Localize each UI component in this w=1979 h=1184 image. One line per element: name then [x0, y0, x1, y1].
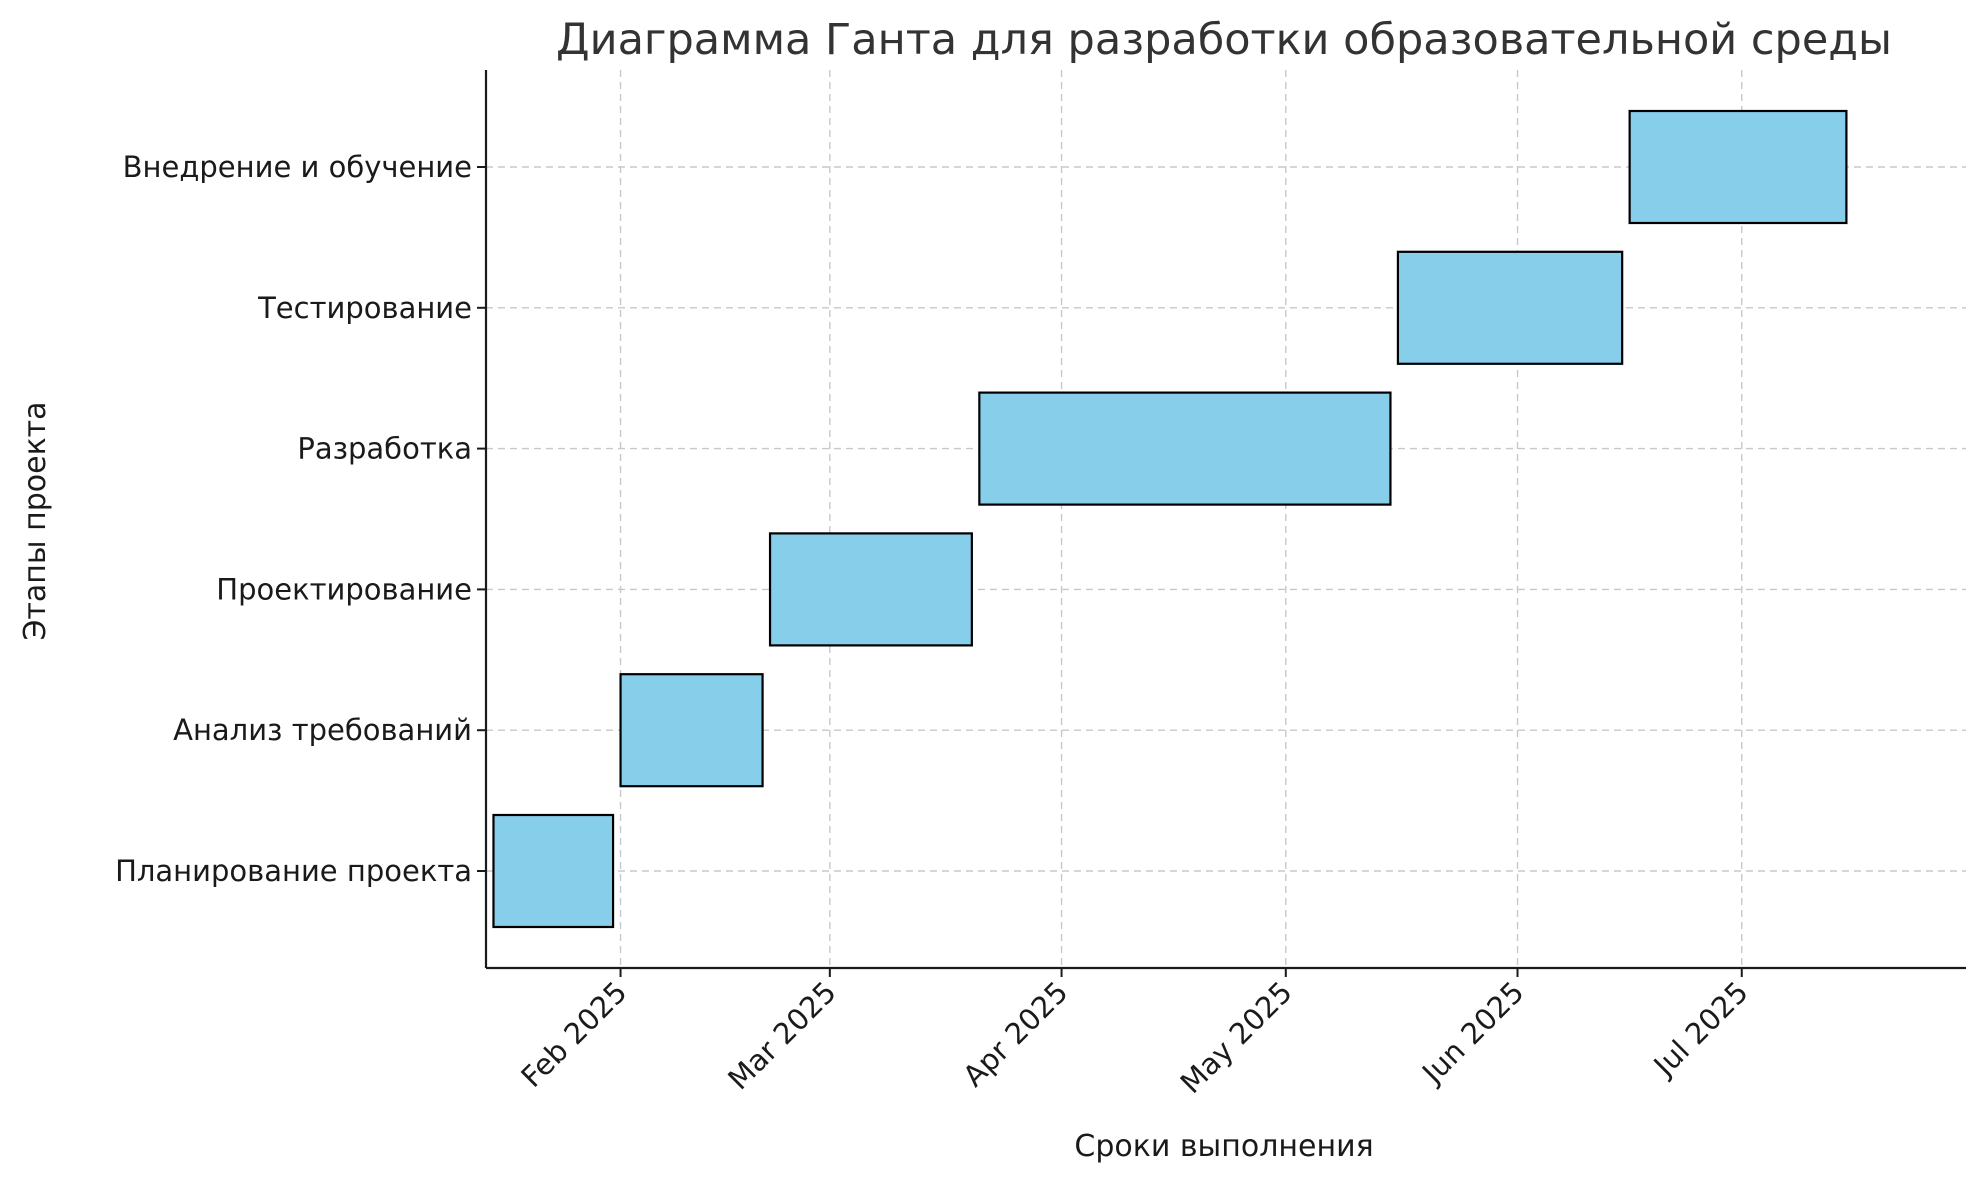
y-axis-label: Этапы проекта	[18, 401, 53, 640]
axes	[477, 70, 1966, 977]
task-bar	[1396, 250, 1624, 365]
x-tick-label: May 2025	[1174, 975, 1299, 1100]
task-bar	[492, 813, 615, 929]
y-tick-label: Разработка	[297, 432, 472, 466]
x-tick-label: Jun 2025	[1414, 975, 1530, 1091]
task-bar	[768, 532, 973, 647]
x-tick-label: Apr 2025	[956, 975, 1074, 1093]
x-tick-label: Mar 2025	[721, 975, 842, 1096]
task-bars	[492, 109, 1848, 929]
x-tick-label: Feb 2025	[514, 975, 633, 1094]
y-tick-label: Проектирование	[216, 572, 472, 606]
x-axis-label: Сроки выполнения	[1074, 1129, 1373, 1164]
y-tick-label: Анализ требований	[173, 713, 472, 747]
chart-title: Диаграмма Ганта для разработки образоват…	[556, 15, 1892, 65]
y-tick-label: Внедрение и обучение	[123, 150, 472, 184]
y-tick-label: Тестирование	[257, 291, 472, 325]
task-bar	[619, 673, 764, 788]
y-tick-label: Планирование проекта	[115, 854, 472, 888]
task-bar	[1628, 109, 1848, 225]
task-bar	[978, 391, 1392, 506]
x-tick-label: Jul 2025	[1646, 975, 1755, 1084]
